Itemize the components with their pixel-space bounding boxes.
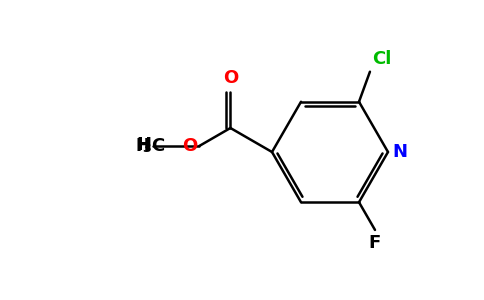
Text: F: F (369, 234, 381, 252)
Text: 3: 3 (143, 142, 151, 155)
Text: O: O (182, 137, 197, 155)
Text: C: C (151, 137, 165, 155)
Text: Cl: Cl (372, 50, 392, 68)
Text: N: N (392, 143, 407, 161)
Text: H: H (136, 136, 151, 154)
Text: H: H (136, 137, 149, 155)
Text: O: O (223, 69, 238, 87)
